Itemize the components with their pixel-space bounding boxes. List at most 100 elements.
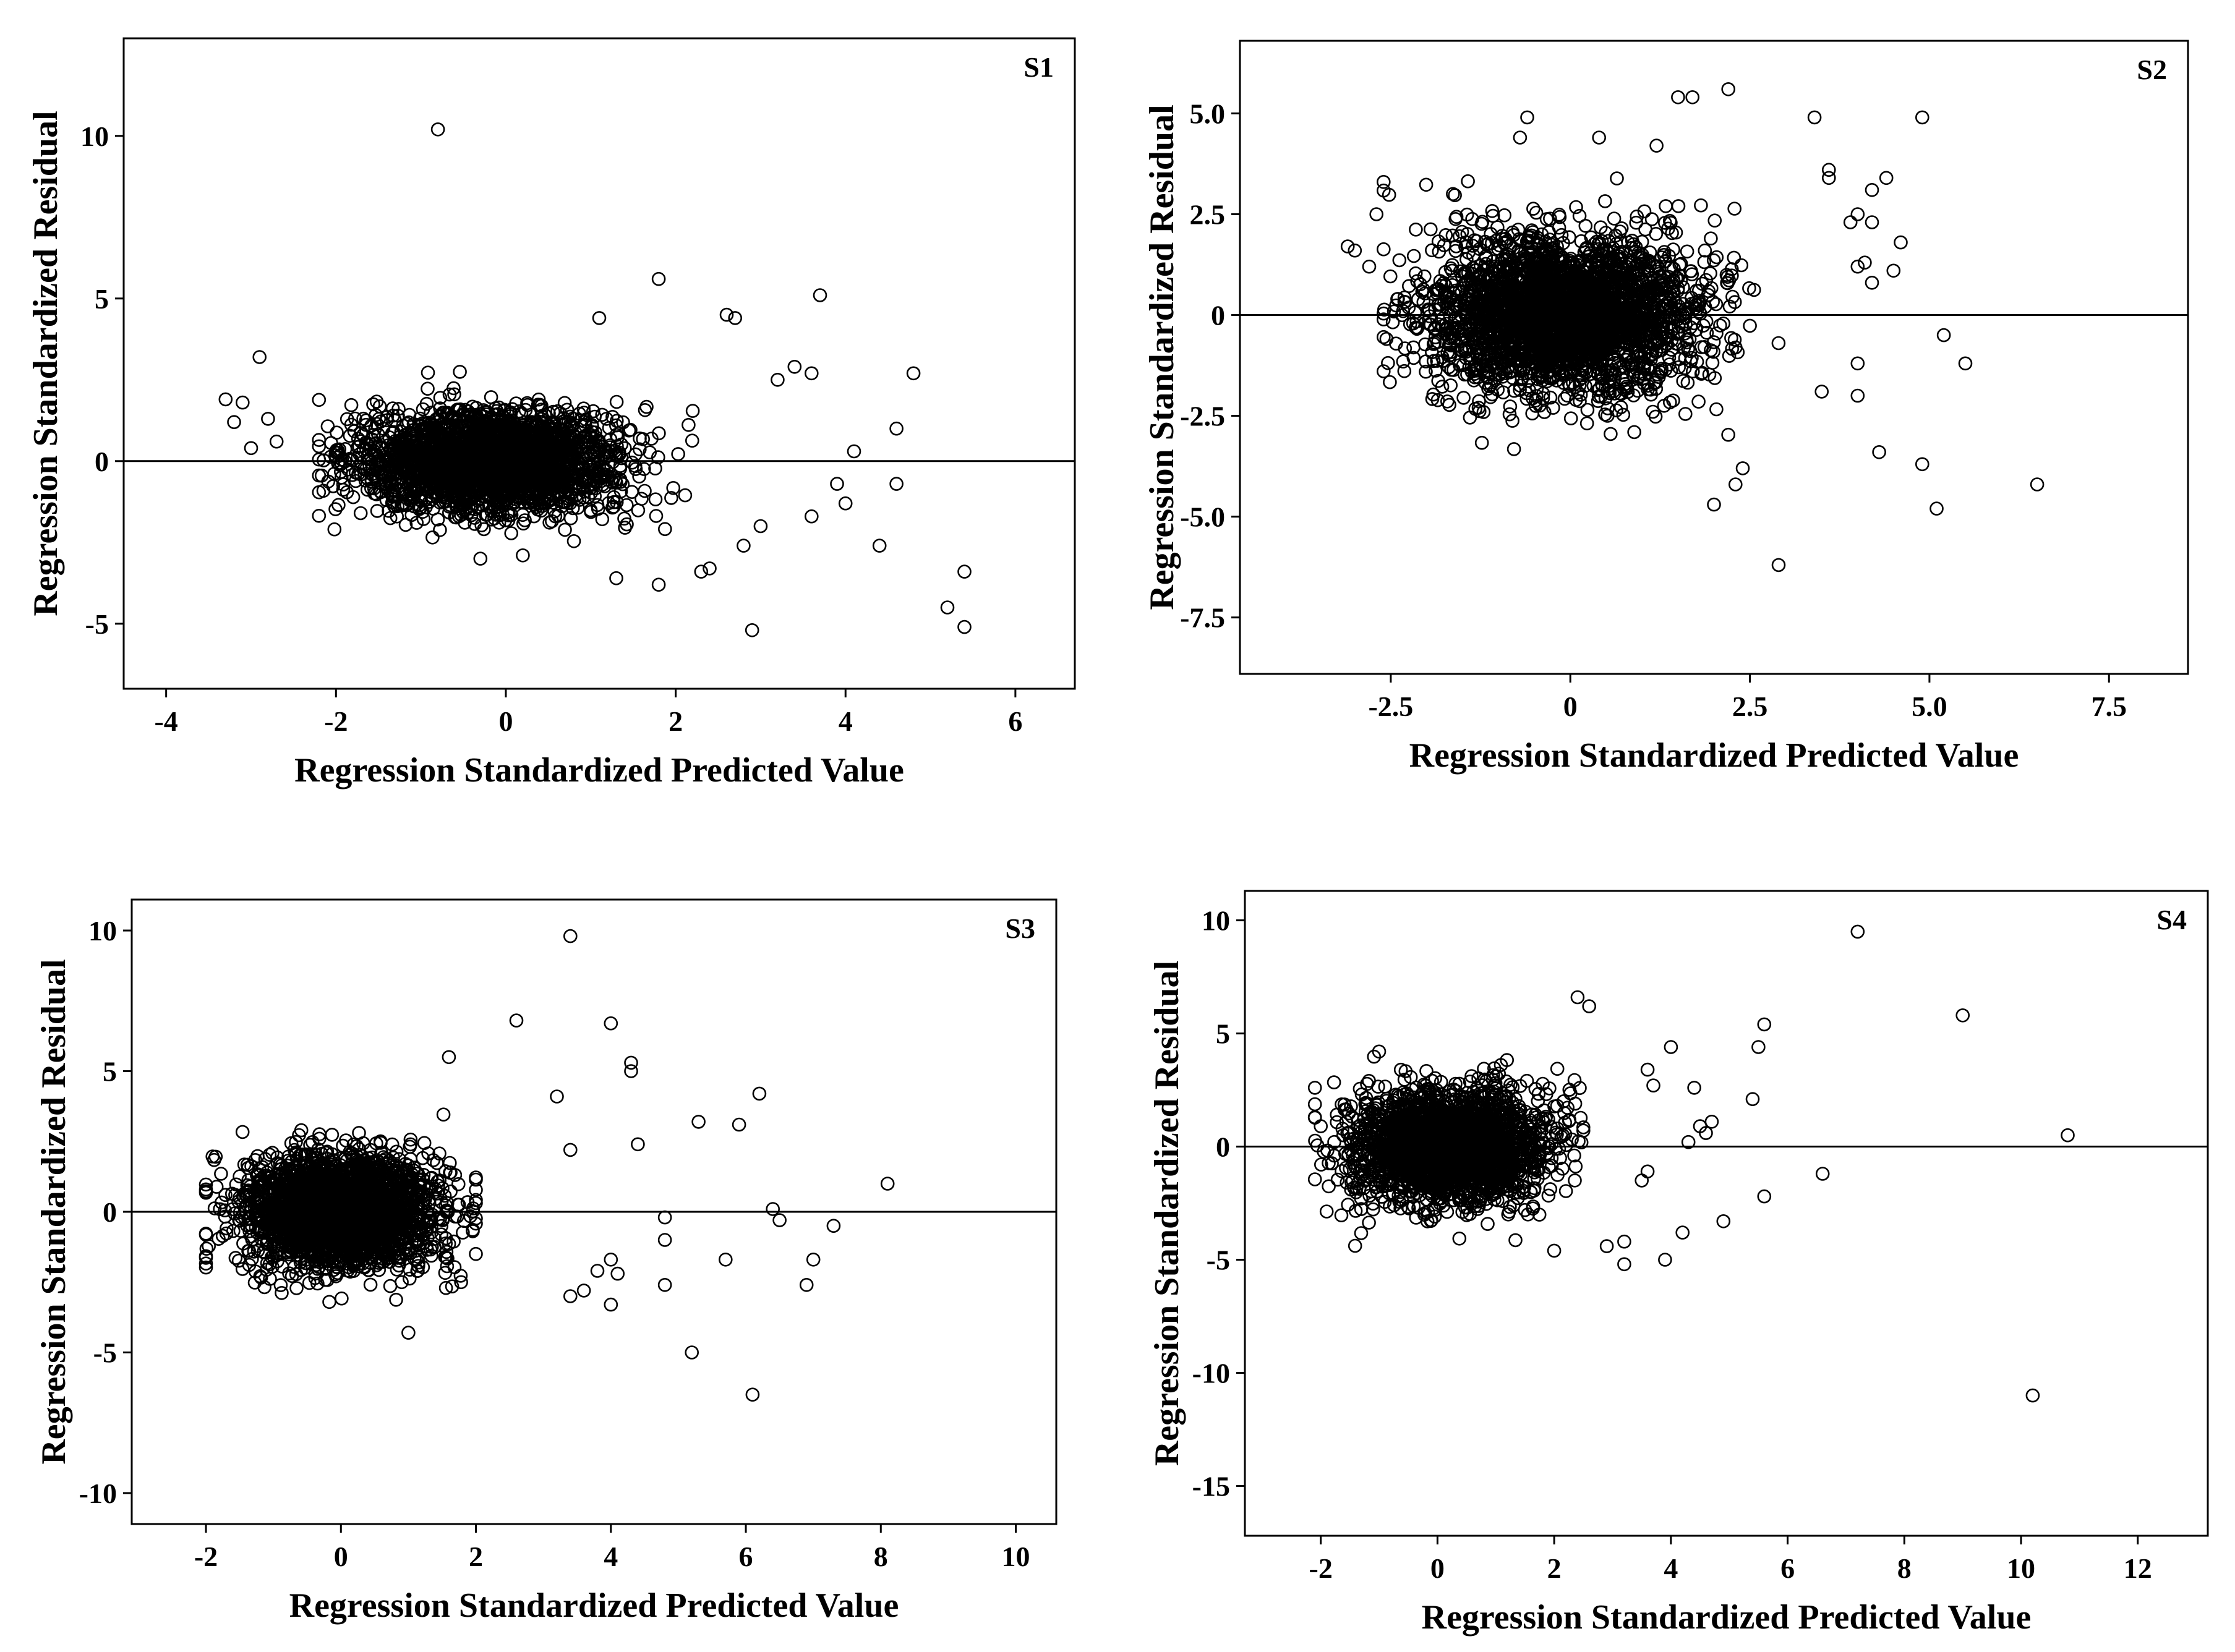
scatter-point bbox=[637, 462, 651, 476]
scatter-point bbox=[568, 488, 583, 503]
scatter-point bbox=[606, 500, 621, 514]
scatter-point bbox=[445, 409, 459, 424]
scatter-point bbox=[648, 492, 663, 507]
scatter-point bbox=[678, 488, 693, 503]
scatter-point bbox=[452, 464, 466, 478]
scatter-point bbox=[615, 477, 630, 492]
scatter-point bbox=[605, 409, 620, 424]
scatter-point-outlier bbox=[805, 509, 819, 524]
scatter-point bbox=[571, 457, 586, 472]
scatter-point bbox=[628, 462, 643, 476]
scatter-point-outlier bbox=[830, 477, 844, 491]
scatter-point bbox=[409, 497, 424, 511]
scatter-point bbox=[438, 490, 453, 505]
scatter-point bbox=[432, 435, 447, 449]
scatter-point bbox=[442, 419, 456, 433]
scatter-point-outlier bbox=[805, 366, 819, 381]
scatter-point bbox=[609, 418, 623, 433]
scatter-point bbox=[664, 491, 678, 505]
scatter-point bbox=[625, 485, 639, 500]
scatter-point bbox=[430, 487, 445, 501]
scatter-point-outlier bbox=[235, 395, 250, 410]
scatter-point bbox=[435, 457, 449, 472]
scatter-point-outlier bbox=[261, 412, 275, 426]
scatter-point-outlier bbox=[889, 477, 904, 491]
scatter-point bbox=[1425, 243, 1439, 258]
scatter-point bbox=[539, 480, 554, 495]
scatter-point bbox=[370, 504, 385, 518]
scatter-point bbox=[458, 419, 472, 434]
scatter-point bbox=[558, 522, 572, 537]
scatter-point bbox=[1461, 174, 1475, 189]
scatter-point bbox=[643, 445, 657, 460]
scatter-point-outlier bbox=[269, 434, 284, 449]
scatter-point bbox=[619, 498, 634, 513]
scatter-point bbox=[1676, 373, 1690, 388]
scatter-point bbox=[1616, 407, 1631, 422]
scatter-point bbox=[551, 474, 566, 488]
scatter-point bbox=[671, 447, 685, 461]
panel-title: S2 bbox=[2137, 54, 2167, 85]
scatter-point bbox=[416, 481, 430, 495]
y-tick-label: 5 bbox=[95, 283, 109, 315]
scatter-point bbox=[501, 513, 516, 528]
scatter-point bbox=[1644, 212, 1659, 226]
scatter-point bbox=[682, 417, 696, 432]
scatter-point bbox=[407, 469, 421, 483]
scatter-point bbox=[453, 402, 468, 417]
scatter-point bbox=[351, 466, 365, 481]
scatter-point bbox=[375, 440, 389, 454]
scatter-point bbox=[497, 445, 511, 460]
scatter-point bbox=[312, 433, 327, 447]
scatter-point bbox=[618, 521, 632, 535]
scatter-point bbox=[407, 490, 421, 505]
scatter-point-outlier bbox=[227, 415, 241, 430]
scatter-point bbox=[1727, 202, 1741, 216]
scatter-point bbox=[458, 402, 472, 417]
scatter-point bbox=[312, 468, 327, 483]
scatter-points bbox=[218, 122, 972, 637]
x-tick-label: 6 bbox=[1008, 705, 1022, 737]
scatter-point bbox=[389, 453, 403, 467]
scatter-point bbox=[468, 465, 482, 480]
scatter-point bbox=[356, 428, 370, 442]
scatter-point-outlier bbox=[745, 623, 759, 637]
scatter-point bbox=[442, 505, 456, 520]
plot-frame bbox=[122, 37, 1076, 690]
scatter-point bbox=[651, 450, 665, 464]
scatter-point bbox=[639, 399, 654, 414]
scatter-point bbox=[312, 393, 327, 407]
scatter-point bbox=[522, 432, 536, 446]
scatter-point bbox=[1397, 364, 1412, 378]
scatter-point bbox=[1610, 171, 1624, 185]
x-axis-label: Regression Standardized Predicted Value bbox=[1409, 736, 2019, 775]
scatter-point bbox=[598, 467, 613, 482]
scatter-point bbox=[590, 498, 605, 513]
scatter-point bbox=[587, 454, 602, 469]
x-tick-label: 5.0 bbox=[1912, 691, 1947, 722]
scatter-point bbox=[1497, 208, 1511, 223]
scatter-point-outlier bbox=[957, 620, 972, 634]
scatter-point bbox=[469, 419, 484, 434]
scatter-point bbox=[456, 470, 470, 485]
scatter-point bbox=[521, 495, 536, 510]
scatter-point bbox=[467, 511, 482, 525]
scatter-point bbox=[544, 435, 559, 449]
scatter-point bbox=[442, 387, 457, 402]
scatter-point-outlier bbox=[728, 311, 742, 325]
scatter-point bbox=[599, 412, 614, 426]
scatter-point bbox=[440, 406, 455, 420]
scatter-point-outlier bbox=[592, 311, 607, 325]
scatter-point bbox=[603, 438, 617, 453]
scatter-point bbox=[312, 508, 327, 523]
scatter-point bbox=[447, 387, 461, 402]
scatter-point bbox=[510, 490, 524, 505]
scatter-point bbox=[561, 458, 576, 472]
y-tick-label: -7.5 bbox=[1180, 602, 1225, 634]
scatter-points bbox=[1340, 82, 2045, 573]
scatter-point bbox=[633, 442, 647, 457]
scatter-point bbox=[1474, 435, 1489, 450]
scatter-point bbox=[584, 430, 599, 445]
scatter-point bbox=[468, 517, 482, 531]
scatter-point bbox=[366, 397, 380, 412]
